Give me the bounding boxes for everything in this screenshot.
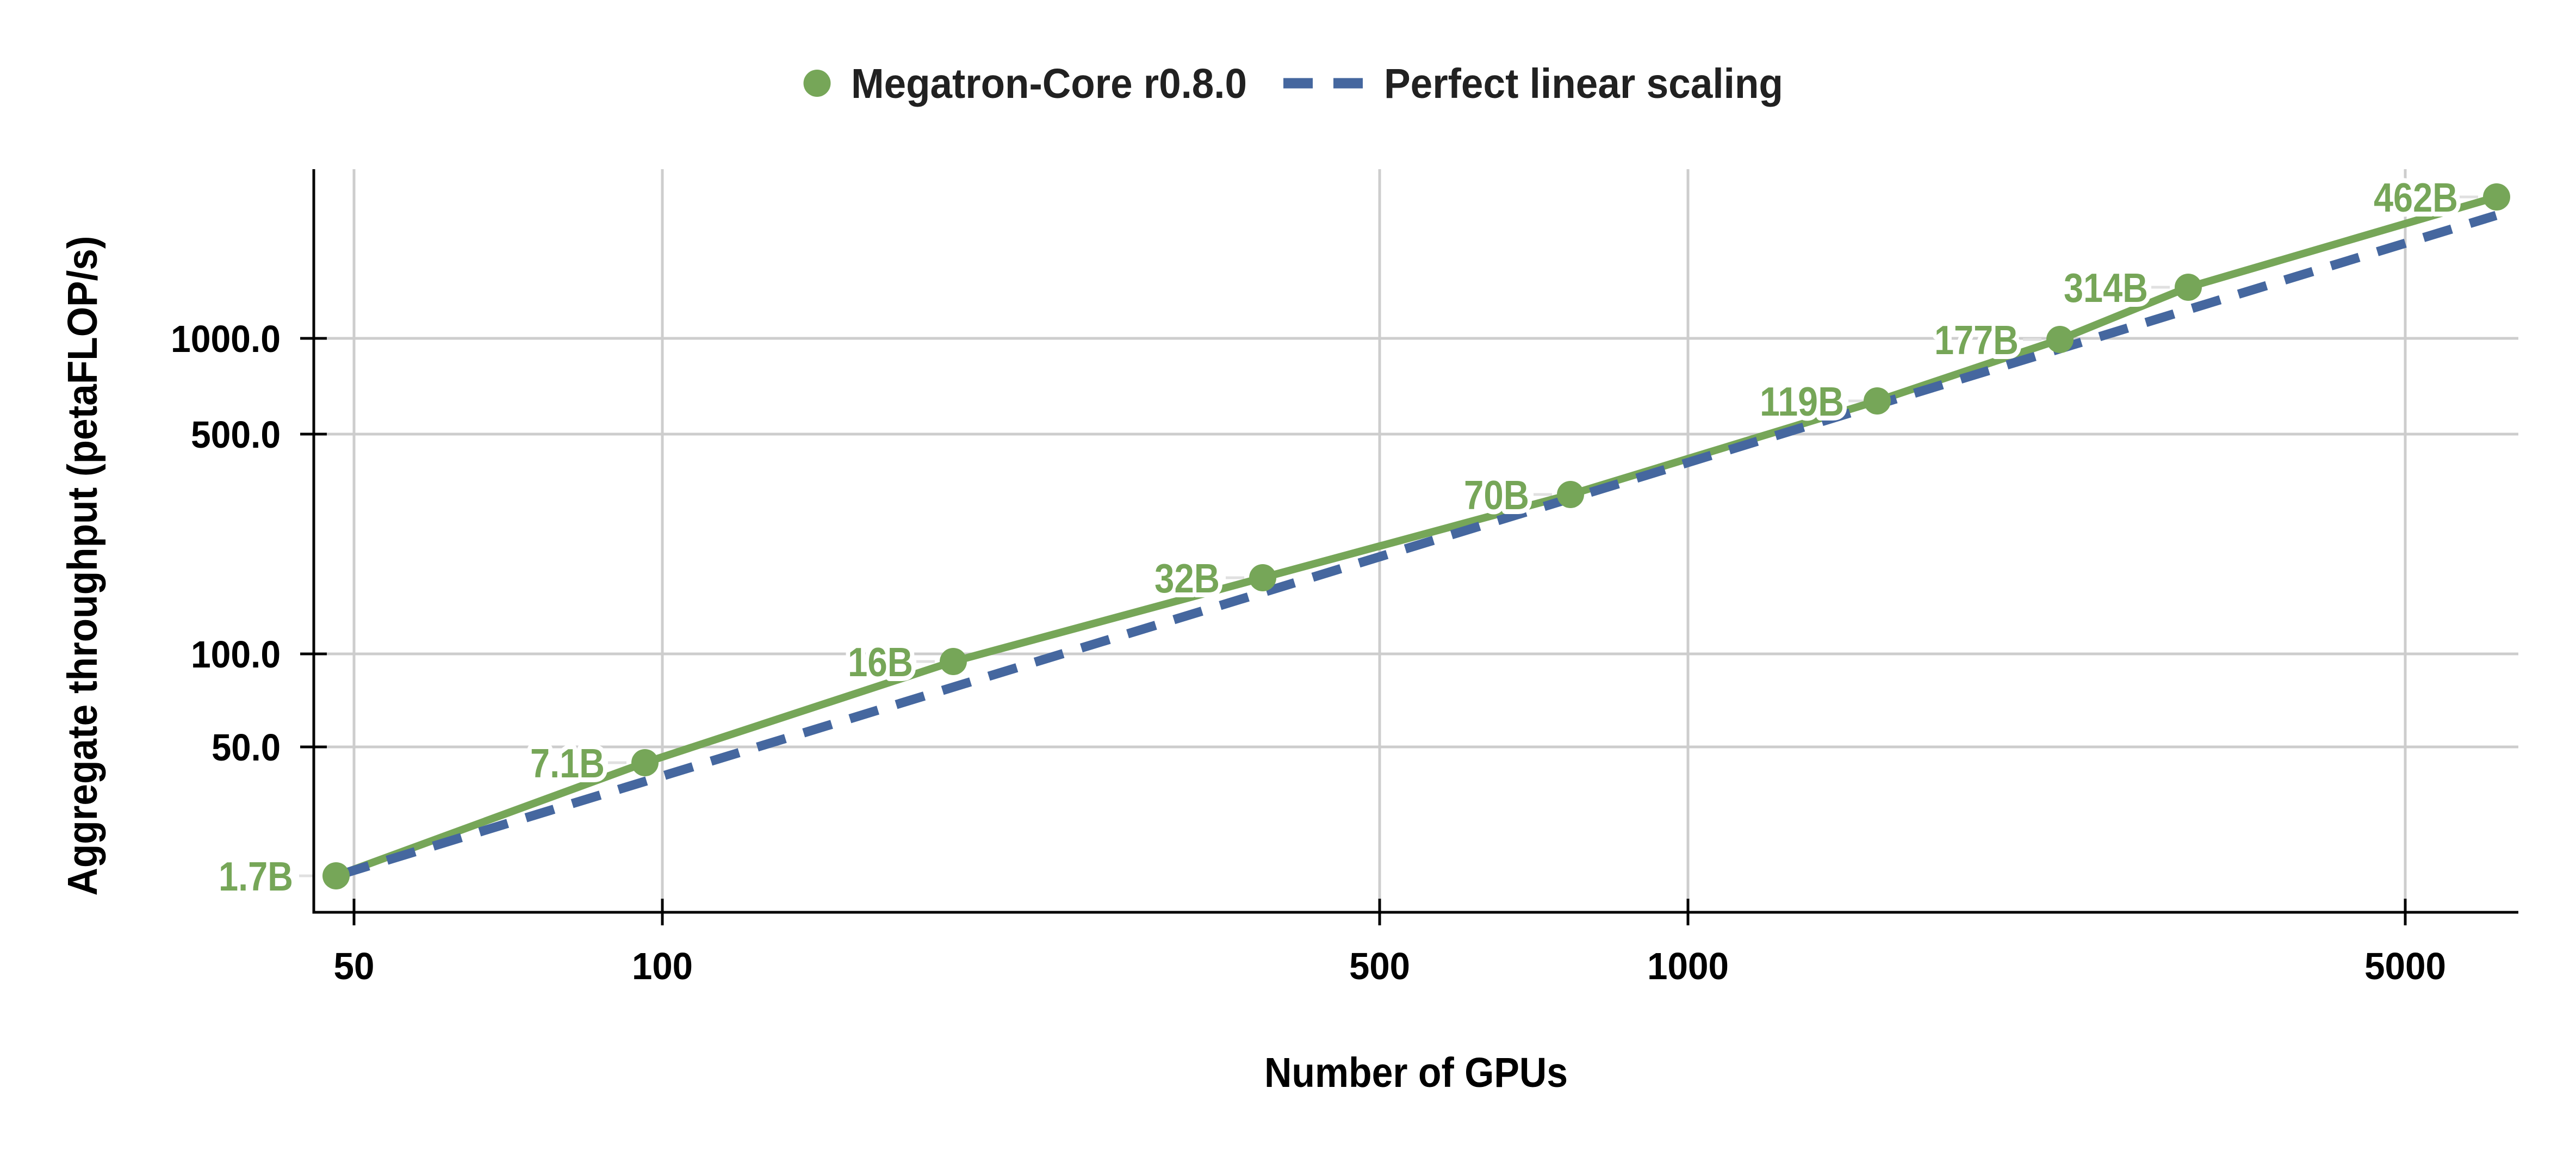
svg-text:100: 100	[632, 945, 693, 987]
svg-text:177B: 177B	[1934, 317, 2019, 363]
svg-text:7.1B: 7.1B	[530, 740, 605, 786]
svg-text:16B: 16B	[848, 639, 913, 685]
svg-text:462B: 462B	[2374, 175, 2458, 220]
svg-text:1000: 1000	[1647, 945, 1729, 987]
svg-text:119B: 119B	[1760, 379, 1844, 424]
svg-text:50.0: 50.0	[212, 726, 281, 769]
svg-text:Aggregate throughput (petaFLOP: Aggregate throughput (petaFLOP/s)	[59, 236, 106, 896]
svg-text:500.0: 500.0	[191, 413, 281, 456]
svg-text:314B: 314B	[2064, 265, 2148, 311]
svg-text:500: 500	[1349, 945, 1410, 987]
svg-text:5000: 5000	[2364, 945, 2446, 987]
svg-text:Megatron-Core r0.8.0: Megatron-Core r0.8.0	[851, 60, 1247, 107]
svg-text:100.0: 100.0	[191, 633, 281, 676]
svg-text:50: 50	[334, 945, 375, 987]
svg-text:1.7B: 1.7B	[219, 854, 293, 899]
svg-text:70B: 70B	[1464, 472, 1529, 518]
svg-text:Number of GPUs: Number of GPUs	[1264, 1049, 1568, 1096]
svg-text:Perfect linear scaling: Perfect linear scaling	[1384, 60, 1783, 107]
svg-text:32B: 32B	[1154, 555, 1220, 601]
svg-text:1000.0: 1000.0	[171, 318, 281, 360]
